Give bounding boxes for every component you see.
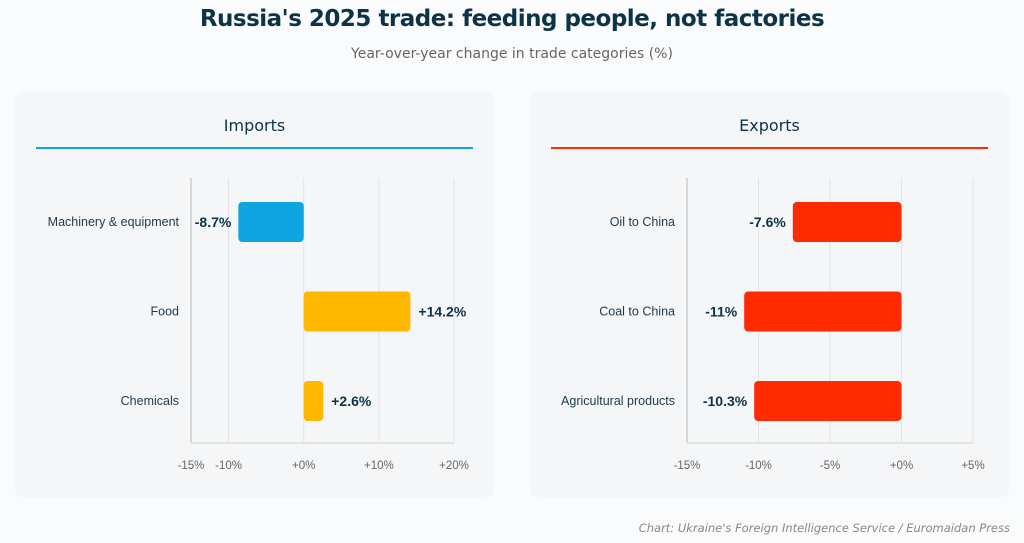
- tick-label: -15%: [178, 460, 205, 472]
- data-label: -11%: [705, 304, 737, 320]
- category-label: Oil to China: [610, 215, 675, 229]
- bar: [303, 291, 411, 332]
- tick-label: +10%: [364, 460, 394, 472]
- category-label: Coal to China: [599, 305, 675, 319]
- category-label: Machinery & equipment: [48, 215, 180, 229]
- tick-label: -10%: [745, 460, 772, 472]
- exports-chart: -15% -10% -5% +0% +5% Oil to China -7.6% Coal t…: [561, 178, 985, 472]
- imports-chart: -15% -10% +0% +10% +20% Machinery & equipment…: [48, 178, 469, 472]
- chart-subtitle: Year-over-year change in trade categorie…: [351, 46, 673, 62]
- exports-accent-line: [551, 147, 988, 149]
- bar: [792, 202, 902, 242]
- tick-label: -10%: [215, 460, 242, 472]
- bar: [754, 381, 902, 421]
- bar: [303, 381, 324, 421]
- imports-accent-line: [36, 147, 473, 149]
- data-label: -8.7%: [195, 214, 232, 230]
- tick-label: +0%: [890, 460, 913, 472]
- data-label: -7.6%: [749, 214, 786, 230]
- chart-title: Russia's 2025 trade: feeding people, not…: [199, 6, 825, 32]
- bar: [238, 202, 304, 242]
- tick-label: -15%: [674, 460, 701, 472]
- category-label: Chemicals: [121, 394, 179, 408]
- imports-panel: Imports -15% -10% +0% +10% +20% Machinery & e…: [15, 92, 494, 497]
- imports-title: Imports: [223, 116, 286, 135]
- data-label: +2.6%: [331, 393, 372, 409]
- tick-label: +5%: [961, 460, 984, 472]
- tick-label: +20%: [439, 460, 469, 472]
- tick-label: -5%: [820, 460, 840, 472]
- bar: [744, 291, 902, 332]
- exports-title: Exports: [739, 116, 800, 135]
- category-label: Food: [151, 305, 180, 319]
- source-note: Chart: Ukraine's Foreign Intelligence Se…: [638, 521, 1010, 535]
- data-label: -10.3%: [703, 393, 748, 409]
- tick-label: +0%: [292, 460, 315, 472]
- exports-panel: Exports -15% -10% -5% +0% +5% Oil to China -7.…: [530, 92, 1009, 497]
- category-label: Agricultural products: [561, 394, 675, 408]
- data-label: +14.2%: [418, 304, 466, 320]
